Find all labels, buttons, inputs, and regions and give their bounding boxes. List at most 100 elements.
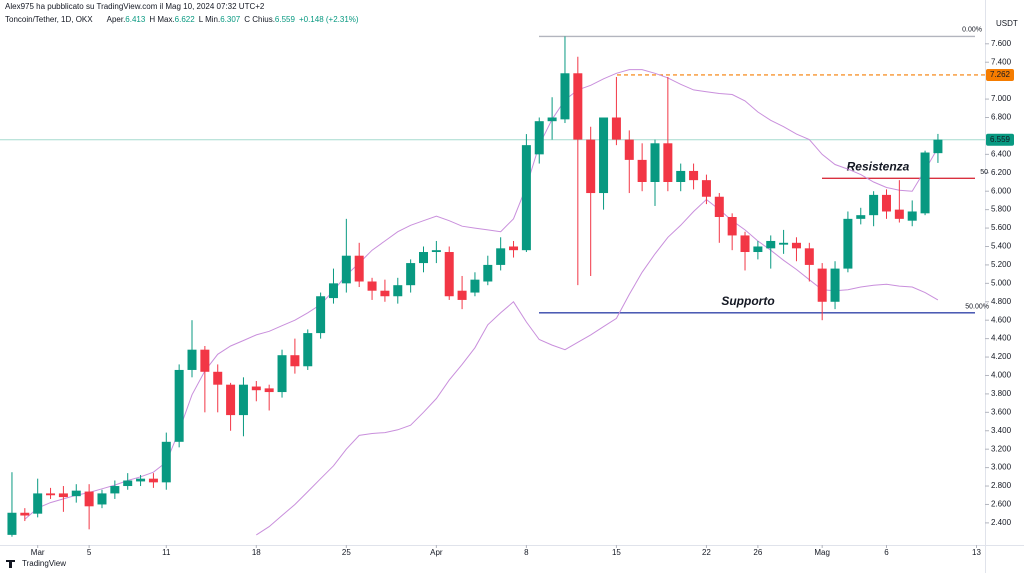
candle-body xyxy=(804,248,814,265)
y-tick-label: 4.800 xyxy=(991,297,1012,306)
candle-body xyxy=(483,264,493,282)
brand-label: TradingView xyxy=(22,559,66,568)
x-tick-label: 15 xyxy=(612,548,621,557)
candle-body xyxy=(354,255,364,282)
candle-body xyxy=(419,252,429,264)
candle-body xyxy=(97,493,107,505)
candle-body xyxy=(560,73,570,120)
candle-body xyxy=(328,283,338,299)
candle-body xyxy=(238,384,248,416)
candle-body xyxy=(624,139,634,160)
candle-body xyxy=(766,240,776,249)
ohlc-key: C Chius. xyxy=(244,15,275,24)
candle-body xyxy=(894,209,904,219)
candle-body xyxy=(534,121,544,155)
candle-body xyxy=(856,215,866,219)
y-tick-label: 4.200 xyxy=(991,352,1012,361)
candle-body xyxy=(573,73,583,140)
y-tick-label: 6.400 xyxy=(991,149,1012,158)
ohlc-value: 6.413 xyxy=(125,15,146,24)
candle-body xyxy=(547,117,557,122)
x-tick-label: 13 xyxy=(972,548,981,557)
candle-body xyxy=(303,333,313,367)
candle-body xyxy=(881,194,891,212)
candle-body xyxy=(457,290,467,300)
candle-body xyxy=(264,388,274,393)
level-tag: 0.00% xyxy=(962,26,982,33)
candle-body xyxy=(650,143,660,182)
candle-body xyxy=(213,371,223,385)
currency-label: USDT xyxy=(996,19,1018,28)
candle-body xyxy=(380,290,390,297)
level-tag: 50.00% xyxy=(965,304,989,311)
candle-body xyxy=(611,117,621,140)
y-tick-label: 2.800 xyxy=(991,481,1012,490)
x-tick-label: 6 xyxy=(884,548,889,557)
candle-body xyxy=(341,255,351,284)
y-tick-label: 3.800 xyxy=(991,389,1012,398)
candle-body xyxy=(367,281,377,291)
candle-body xyxy=(46,493,56,496)
candle-body xyxy=(907,211,917,221)
x-tick-label: 8 xyxy=(524,548,529,557)
candle-body xyxy=(226,384,236,416)
price-badge xyxy=(986,133,1014,146)
x-tick-label: 5 xyxy=(87,548,92,557)
ohlc-value: 6.559 xyxy=(275,15,296,24)
x-tick-label: Mag xyxy=(814,548,830,557)
ohlc-value: 6.307 xyxy=(220,15,241,24)
candle-body xyxy=(599,117,609,194)
y-tick-label: 5.400 xyxy=(991,242,1012,251)
candle-body xyxy=(689,170,699,181)
candle-body xyxy=(933,139,943,154)
y-tick-label: 3.400 xyxy=(991,426,1012,435)
candle-body xyxy=(7,512,17,535)
candle-body xyxy=(920,152,930,214)
y-tick-label: 7.600 xyxy=(991,39,1012,48)
candle-body xyxy=(470,279,480,293)
y-tick-label: 5.600 xyxy=(991,223,1012,232)
candle-body xyxy=(20,512,30,516)
candle-body xyxy=(58,493,68,498)
candle-body xyxy=(277,355,287,393)
candle-body xyxy=(791,242,801,249)
candle-body xyxy=(509,246,519,251)
y-tick-label: 2.600 xyxy=(991,500,1012,509)
candle-body xyxy=(71,490,81,497)
candle-body xyxy=(869,194,879,216)
candle-body xyxy=(123,480,133,487)
candle-body xyxy=(727,217,737,236)
candle-body xyxy=(290,355,300,367)
level-tag: 50 xyxy=(980,169,988,176)
level-label: Supporto xyxy=(721,294,774,308)
y-tick-label: 4.000 xyxy=(991,371,1012,380)
legend: Toncoin/Tether, 1D, OKX Aper.6.413 H Max.6… xyxy=(5,15,359,24)
y-tick-label: 5.800 xyxy=(991,205,1012,214)
change: +0.148 (+2.31%) xyxy=(299,15,359,24)
legend-text: Toncoin/Tether, 1D, OKX Aper.6.413 H Max.6… xyxy=(5,15,359,24)
x-tick-label: 25 xyxy=(342,548,351,557)
candle-body xyxy=(444,252,454,297)
candle-body xyxy=(84,491,94,507)
candle-body xyxy=(676,170,686,182)
candle-body xyxy=(637,159,647,182)
candle-body xyxy=(843,218,853,269)
x-tick-label: 11 xyxy=(162,548,171,557)
y-tick-label: 4.400 xyxy=(991,334,1012,343)
candle-body xyxy=(136,478,146,482)
x-tick-label: Mar xyxy=(31,548,45,557)
candle-body xyxy=(779,242,789,245)
y-tick-label: 5.000 xyxy=(991,278,1012,287)
candle-body xyxy=(701,180,711,197)
y-tick-label: 6.000 xyxy=(991,186,1012,195)
candle-body xyxy=(393,285,403,297)
candle-body xyxy=(187,349,197,370)
candle-body xyxy=(251,386,261,391)
x-tick-label: 18 xyxy=(252,548,261,557)
level-badge xyxy=(986,68,1014,81)
y-tick-label: 3.200 xyxy=(991,444,1012,453)
candle-body xyxy=(496,248,506,265)
candle-body xyxy=(161,441,171,483)
